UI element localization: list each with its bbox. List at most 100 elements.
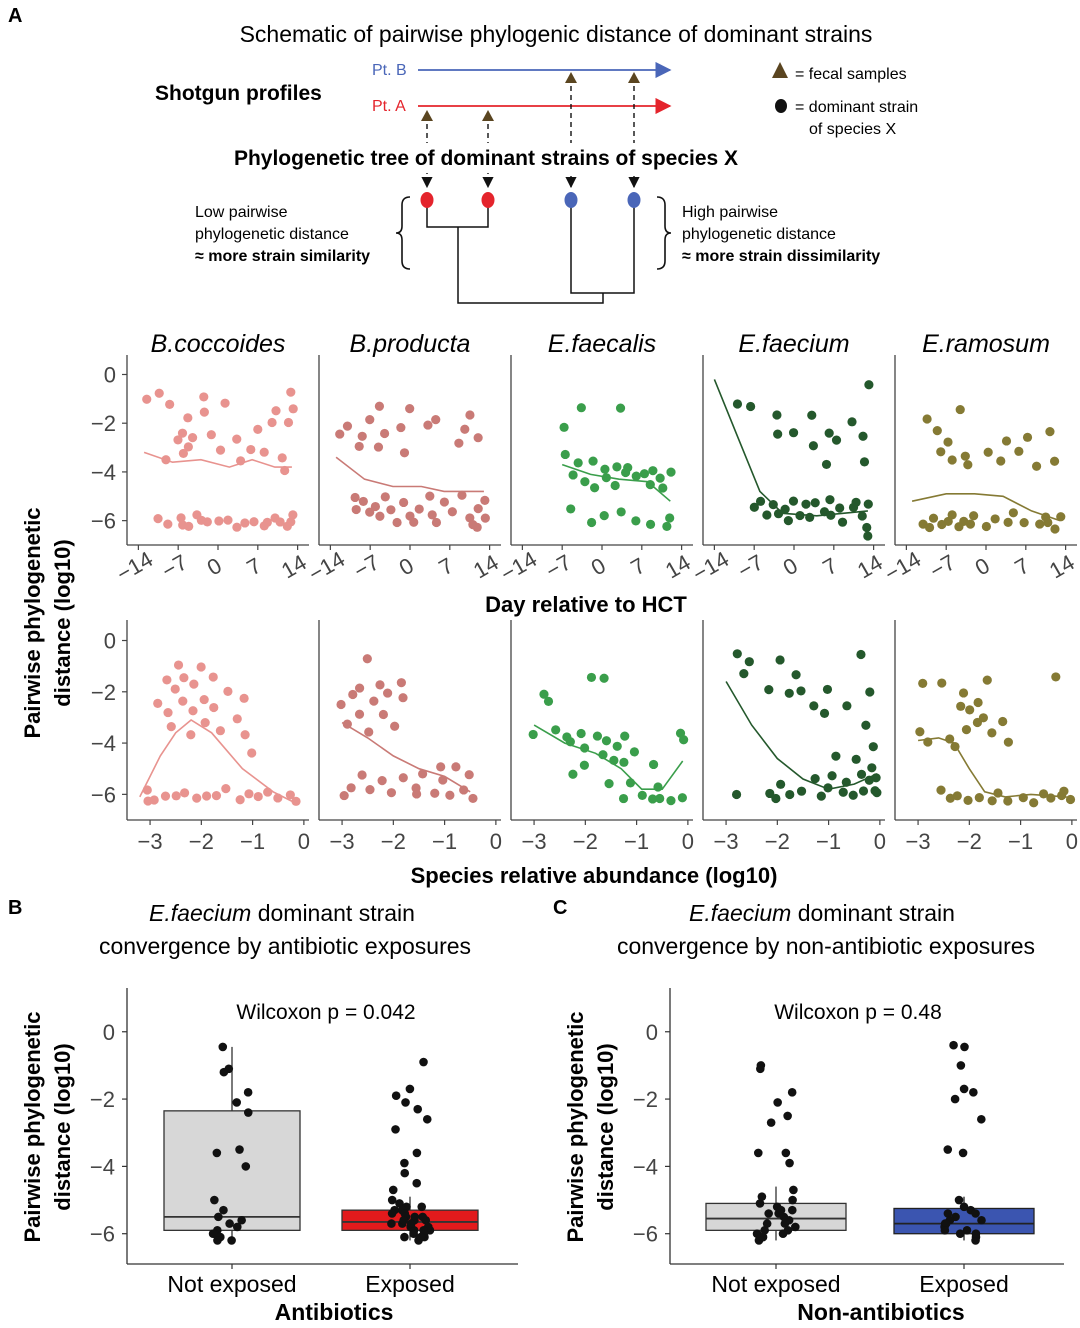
data-point <box>362 654 372 664</box>
box-point <box>400 1168 410 1178</box>
data-point <box>171 791 181 801</box>
data-point <box>655 793 665 804</box>
box-point <box>391 1125 400 1134</box>
data-point <box>862 522 872 533</box>
data-point <box>973 697 983 708</box>
data-point <box>373 442 384 452</box>
data-point <box>827 771 837 781</box>
data-point <box>223 515 233 525</box>
box-point <box>416 1232 426 1242</box>
x-tick-label: 0 <box>587 553 610 581</box>
data-point <box>658 483 668 493</box>
data-point <box>601 736 612 746</box>
data-point <box>819 708 830 719</box>
trend-line <box>341 721 471 793</box>
x-tick-label: 0 <box>1066 829 1078 854</box>
data-point <box>732 399 743 409</box>
box-point <box>225 1219 234 1228</box>
y-tick-label: 0 <box>103 1020 115 1045</box>
data-point <box>924 522 935 533</box>
box-point <box>419 1057 428 1067</box>
data-point <box>350 492 360 503</box>
box-point <box>787 1088 797 1097</box>
trend-line <box>713 379 868 517</box>
data-point <box>464 770 474 780</box>
low-distance-text-2: phylogenetic distance <box>195 226 349 243</box>
data-point <box>177 428 188 438</box>
data-point <box>961 725 972 735</box>
fecal-sample-marker <box>565 72 577 83</box>
data-point <box>253 791 263 802</box>
x-tick-label: 0 <box>490 829 502 854</box>
x-tick-label: −1 <box>816 829 841 854</box>
y-tick-label: −4 <box>90 1154 115 1179</box>
data-point <box>369 696 379 706</box>
x-tick-label: −14 <box>496 546 541 586</box>
data-point <box>666 796 676 806</box>
x-tick-label: 0 <box>971 553 994 581</box>
panel-c-title-species: E.faecium <box>689 900 791 926</box>
data-point <box>365 415 375 425</box>
box-point <box>387 1195 397 1205</box>
x-tick-label: 0 <box>395 553 418 581</box>
data-point <box>588 456 598 466</box>
box-point <box>388 1185 398 1195</box>
x-tick-label: −3 <box>906 829 931 854</box>
box-point <box>971 1209 980 1218</box>
data-point <box>202 517 212 527</box>
data-point <box>183 442 193 452</box>
data-point <box>335 429 345 439</box>
data-point <box>280 465 290 476</box>
data-point <box>1065 794 1076 805</box>
data-point <box>858 786 869 796</box>
data-point <box>357 431 367 441</box>
box-point <box>410 1212 420 1222</box>
box-point <box>235 1145 244 1154</box>
high-distance-text-3: ≈ more strain dissimilarity <box>682 248 880 265</box>
box-point <box>232 1098 242 1107</box>
box-point <box>400 1232 409 1242</box>
data-point <box>859 457 870 467</box>
strain-node <box>627 192 641 208</box>
box-point <box>960 1042 969 1052</box>
trend-line <box>139 719 294 803</box>
data-point <box>739 669 749 679</box>
data-point <box>990 514 1000 524</box>
data-point <box>772 410 782 420</box>
data-point <box>631 471 641 481</box>
data-point <box>589 483 600 493</box>
data-point <box>788 496 799 506</box>
data-point <box>160 791 171 801</box>
data-point <box>357 770 367 780</box>
data-point <box>620 731 630 741</box>
data-point <box>1059 786 1069 796</box>
x-tick-label: −7 <box>157 549 191 583</box>
data-point <box>283 417 294 428</box>
data-point <box>858 431 868 441</box>
high-distance-text-1: High pairwise <box>682 204 778 221</box>
data-point <box>179 788 190 798</box>
x-tick-label: −3 <box>330 829 355 854</box>
fecal-sample-marker <box>628 72 640 83</box>
data-point <box>246 444 256 455</box>
box-point <box>943 1209 953 1218</box>
x-tick-label: −3 <box>522 829 547 854</box>
box-point <box>977 1114 986 1124</box>
data-point <box>599 673 609 683</box>
panel-label-c: C <box>553 897 567 919</box>
box-point <box>962 1226 972 1235</box>
data-point <box>998 716 1008 727</box>
schematic-title: Schematic of pairwise phylogenic distanc… <box>240 21 873 47</box>
box-point <box>783 1226 793 1235</box>
data-point <box>436 762 446 772</box>
low-distance-text-1: Low pairwise <box>195 204 288 221</box>
data-point <box>648 466 658 476</box>
data-point <box>239 693 249 703</box>
data-point <box>263 787 273 797</box>
box-point <box>950 1094 960 1104</box>
data-point <box>196 662 206 672</box>
x-tick-label: −1 <box>1008 829 1033 854</box>
data-point <box>987 796 997 806</box>
data-point <box>285 790 295 800</box>
data-point <box>865 687 875 697</box>
